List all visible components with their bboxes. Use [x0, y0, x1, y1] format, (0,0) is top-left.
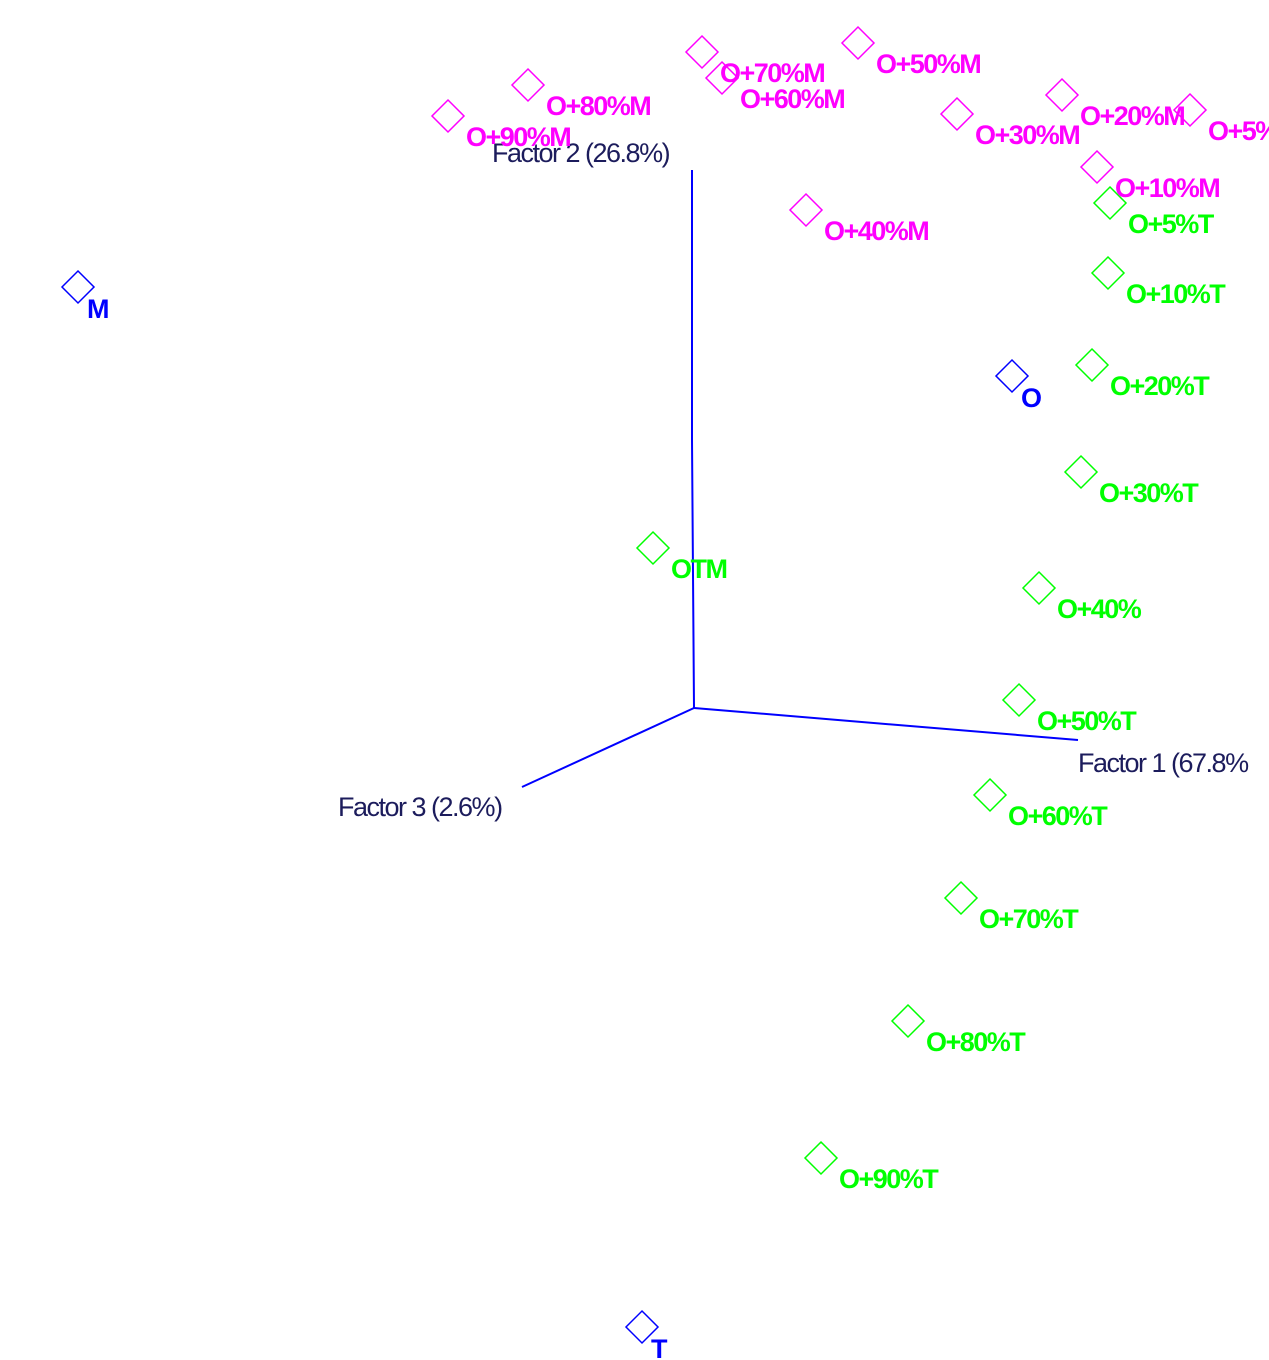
point-label: O+50%M: [876, 49, 980, 79]
point-marker: [1021, 570, 1057, 606]
point-label: O+70%T: [979, 904, 1079, 934]
point-marker: [1090, 255, 1126, 291]
point-label: O+80%M: [546, 91, 650, 121]
point-label: O+40%: [1057, 594, 1142, 624]
point-label: O+50%T: [1037, 706, 1137, 736]
point-marker: [60, 269, 96, 305]
point-marker: [1092, 185, 1128, 221]
point-marker: [1044, 77, 1080, 113]
axis-line: [691, 170, 695, 709]
point-label: O+30%T: [1099, 478, 1199, 508]
point-marker: [1001, 682, 1037, 718]
point-marker: [803, 1140, 839, 1176]
axis-line: [521, 707, 695, 788]
point-marker: [1074, 347, 1110, 383]
point-marker: [430, 98, 466, 134]
point-marker: [890, 1003, 926, 1039]
axis-label: Factor 1 (67.8%: [1078, 748, 1249, 778]
point-label: O+60%T: [1008, 801, 1108, 831]
point-label: O: [1021, 383, 1041, 413]
point-label: O+40%M: [824, 216, 928, 246]
point-label: T: [651, 1334, 668, 1360]
point-marker: [943, 880, 979, 916]
point-label: O+70%M: [720, 58, 824, 88]
axis-label: Factor 2 (26.8%): [492, 138, 670, 168]
point-marker: [510, 67, 546, 103]
point-label: O+20%T: [1110, 371, 1210, 401]
point-marker: [1172, 92, 1208, 128]
point-marker: [939, 96, 975, 132]
point-label: O+10%T: [1126, 279, 1226, 309]
point-label: O+80%T: [926, 1027, 1026, 1057]
point-label: O+20%M: [1080, 101, 1184, 131]
point-label: O+60%M: [740, 84, 844, 114]
point-marker: [972, 777, 1008, 813]
axes: [521, 170, 1079, 788]
point-label: O+90%T: [839, 1164, 939, 1194]
point-marker: [1079, 149, 1115, 185]
point-marker: [840, 25, 876, 61]
point-label: O+5%M: [1208, 116, 1269, 146]
point-label: O+10%M: [1115, 173, 1219, 203]
point-marker: [994, 358, 1030, 394]
point-marker: [788, 192, 824, 228]
point-marker: [624, 1309, 660, 1345]
point-label: O+5%T: [1128, 209, 1215, 239]
point-marker: [684, 34, 720, 70]
axis-line: [693, 707, 1079, 741]
point-marker: [704, 60, 740, 96]
point-label: M: [87, 294, 108, 324]
point-label: O+90%M: [466, 122, 570, 152]
point-label: O+30%M: [975, 120, 1079, 150]
point-marker: [1063, 454, 1099, 490]
point-marker: [635, 530, 671, 566]
point-label: OTM: [671, 554, 727, 584]
axis-label: Factor 3 (2.6%): [338, 792, 502, 822]
